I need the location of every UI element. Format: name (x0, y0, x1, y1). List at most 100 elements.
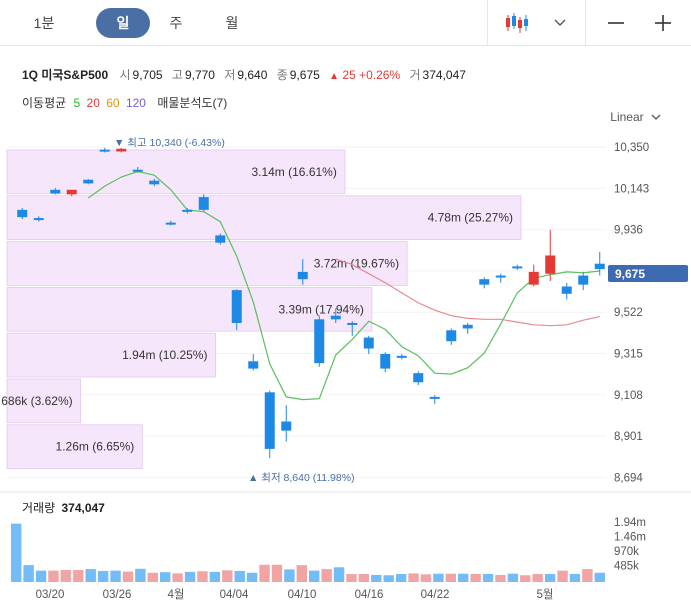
date-tick-label: 03/20 (36, 589, 65, 601)
chevron-down-icon (651, 114, 661, 120)
candle-body (446, 330, 457, 342)
candle-body (231, 290, 242, 323)
price-tick-label: 8,694 (614, 472, 643, 484)
period-day-button[interactable]: 일 (96, 8, 150, 38)
volume-profile-label: 4.78m (25.27%) (428, 211, 513, 225)
candle-body (149, 180, 160, 185)
moving-average-label: 이동평균 (22, 96, 67, 110)
candle-body (363, 337, 374, 349)
change-percent: +0.26% (359, 68, 401, 82)
volume-profile-bar (6, 424, 143, 469)
price-tick-label: 9,522 (614, 307, 643, 319)
volume-bar (35, 570, 47, 582)
volume-title-label: 거래량 (22, 501, 56, 515)
candle-body (66, 189, 77, 195)
volume-axis: 1.94m 1.46m 970k 485k (614, 517, 646, 573)
candle-body (578, 275, 589, 285)
period-week-button[interactable]: 주 (169, 15, 183, 31)
volume-profile-bar (6, 195, 522, 241)
candle-body (132, 169, 143, 172)
volume-bar (11, 523, 22, 582)
volume-bar (433, 573, 444, 582)
candle-body (380, 354, 391, 369)
volume-bar (23, 565, 34, 582)
volume-label: 거 (409, 68, 421, 82)
quote-summary: 1Q 미국S&P500 시 9,705 고 9,770 저 9,640 종 9,675 … (22, 66, 472, 83)
volume-bar (73, 570, 84, 582)
volume-tick-label: 485k (614, 561, 639, 573)
volume-bar (296, 565, 307, 582)
period-1min-button[interactable]: 1분 (33, 15, 55, 31)
volume-bar (135, 568, 146, 582)
volume-current: 374,047 (61, 501, 105, 515)
volume-profile-bar (6, 286, 373, 332)
volume-bar (160, 572, 171, 582)
price-axis: 10,35010,1439,9369,7299,5229,3159,1088,9… (614, 142, 649, 484)
volume-profile-bar (6, 378, 82, 424)
volume-bar (97, 570, 109, 582)
price-tick-label: 9,936 (614, 225, 643, 237)
high-value: 9,770 (184, 68, 215, 82)
ma5-line (87, 170, 600, 401)
volume-bar (383, 575, 394, 582)
high-label: 고 (171, 68, 183, 82)
volume-bar (346, 574, 357, 582)
volume-bar (470, 574, 481, 582)
minus-icon[interactable] (601, 8, 631, 38)
scale-mode-label: Linear (610, 110, 644, 124)
volume-bar (520, 575, 531, 582)
low-label: 저 (224, 68, 236, 82)
candle-body (429, 396, 440, 399)
candle-body (594, 263, 605, 270)
ma120-label: 120 (125, 96, 146, 110)
volume-bar (197, 571, 208, 582)
volume-bar (271, 564, 283, 582)
volume-bar (408, 573, 419, 582)
volume-bar (507, 573, 519, 582)
toolbar-divider (487, 0, 488, 46)
volume-bar (48, 570, 59, 582)
price-tick-label: 10,143 (614, 183, 649, 195)
open-value: 9,705 (132, 68, 163, 82)
volume-title: 거래량 374,047 (22, 499, 105, 516)
change-value: 25 (342, 68, 356, 82)
candle-body (33, 218, 44, 221)
date-tick-label: 04/16 (355, 589, 384, 601)
chevron-down-icon[interactable] (545, 8, 575, 38)
toolbar-divider (585, 0, 586, 46)
volume-bar (60, 570, 72, 582)
candle-body (413, 373, 424, 383)
volume-bar (246, 572, 258, 582)
price-chart[interactable]: 3.14m (16.61%) 4.78m (25.27%) 3.72m (19.67… (0, 128, 691, 612)
volume-profile-bar (6, 241, 408, 286)
volume-bar (458, 573, 469, 582)
volume-profile-bar (6, 332, 216, 378)
low-value: 9,640 (237, 68, 268, 82)
date-tick-label: 4월 (168, 588, 185, 601)
plus-icon[interactable] (648, 8, 678, 38)
scale-mode-dropdown[interactable]: Linear (610, 110, 661, 124)
candle-body (99, 149, 110, 152)
volume-bar (544, 574, 556, 582)
date-tick-label: 04/04 (220, 589, 249, 601)
candle-body (17, 209, 28, 218)
volume-bar (110, 570, 121, 582)
change-up-icon: ▲ (329, 71, 340, 82)
candlestick-chart-icon[interactable] (503, 8, 533, 38)
price-tick-label: 10,350 (614, 142, 649, 154)
ma20-label: 20 (86, 96, 100, 110)
volume-profile-label: 1.26m (6.65%) (56, 440, 135, 454)
volume-bar (284, 569, 295, 582)
date-axis: 03/20 03/26 4월 04/04 04/10 04/16 04/22 5월 (36, 588, 554, 601)
volume-bar (309, 570, 320, 582)
volume-profile-label: 3.72m (19.67%) (314, 257, 399, 271)
ma5-label: 5 (73, 96, 81, 110)
volume-profile-label: 3.14m (16.61%) (251, 165, 336, 179)
indicator-legend[interactable]: 이동평균 5 20 60 120 매물분석도(7) (22, 94, 227, 111)
volume-bar (395, 574, 407, 582)
volume-bar (321, 569, 332, 582)
period-month-button[interactable]: 월 (225, 15, 239, 31)
volume-bar (594, 572, 605, 582)
candle-body (545, 255, 556, 274)
volume-bar (222, 570, 233, 582)
